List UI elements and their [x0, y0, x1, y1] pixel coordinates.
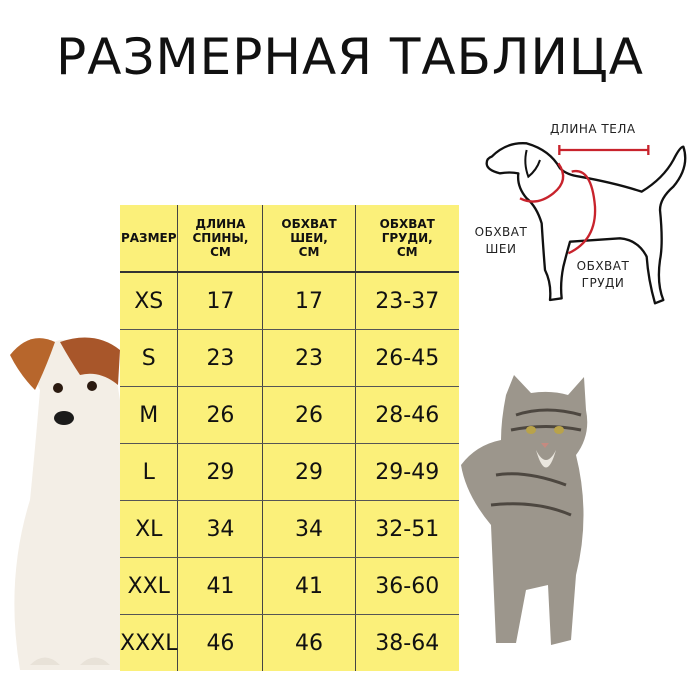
chest-girth-cell: 32-51 [354, 500, 459, 558]
header-neck-girth: ОБХВАТ ШЕИ, СМ [262, 205, 356, 273]
back-length-cell: 34 [177, 500, 263, 558]
table-row: XL 34 34 32-51 [120, 500, 459, 558]
header-chest-girth: ОБХВАТ ГРУДИ, СМ [354, 205, 459, 273]
chest-girth-label: ОБХВАТ ГРУДИ [570, 258, 636, 292]
dog-nose [54, 411, 74, 425]
size-cell: L [120, 443, 178, 501]
neck-girth-cell: 17 [262, 272, 356, 330]
size-cell: XL [120, 500, 178, 558]
size-cell: S [120, 329, 178, 387]
back-length-cell: 29 [177, 443, 263, 501]
back-length-cell: 17 [177, 272, 263, 330]
chest-girth-line2: ГРУДИ [581, 276, 625, 290]
neck-girth-marker [519, 162, 565, 203]
neck-girth-line2: ШЕИ [485, 242, 517, 256]
size-table: РАЗМЕР ДЛИНА СПИНЫ, СМ ОБХВАТ ШЕИ, СМ ОБ… [120, 205, 459, 671]
chest-girth-cell: 28-46 [354, 386, 459, 444]
neck-girth-cell: 46 [262, 614, 356, 671]
header-back-length: ДЛИНА СПИНЫ, СМ [177, 205, 263, 273]
cat-photo [461, 375, 588, 645]
table-header-row: РАЗМЕР ДЛИНА СПИНЫ, СМ ОБХВАТ ШЕИ, СМ ОБ… [120, 205, 459, 273]
size-cell: XXXL [120, 630, 178, 656]
body-length-label: ДЛИНА ТЕЛА [550, 122, 636, 136]
dog-outline [485, 142, 687, 305]
neck-girth-line1: ОБХВАТ [474, 225, 528, 239]
table-row: M 26 26 28-46 [120, 386, 459, 444]
neck-girth-cell: 23 [262, 329, 356, 387]
size-cell: M [120, 386, 178, 444]
page-title: РАЗМЕРНАЯ ТАБЛИЦА [56, 28, 644, 86]
back-length-cell: 41 [177, 557, 263, 615]
table-row: L 29 29 29-49 [120, 443, 459, 501]
chest-girth-cell: 29-49 [354, 443, 459, 501]
chest-girth-cell: 38-64 [354, 614, 459, 671]
back-length-cell: 26 [177, 386, 263, 444]
header-size: РАЗМЕР [120, 205, 178, 273]
neck-girth-cell: 41 [262, 557, 356, 615]
table-row: S 23 23 26-45 [120, 329, 459, 387]
back-length-cell: 23 [177, 329, 263, 387]
back-length-cell: 46 [177, 614, 263, 671]
chest-girth-cell: 23-37 [354, 272, 459, 330]
size-cell: XS [120, 272, 178, 330]
chest-girth-cell: 26-45 [354, 329, 459, 387]
chest-girth-line1: ОБХВАТ [576, 259, 630, 273]
chest-girth-cell: 36-60 [354, 557, 459, 615]
body-length-marker [558, 145, 650, 155]
neck-girth-cell: 29 [262, 443, 356, 501]
dog-eye [53, 383, 63, 393]
table-row: XS 17 17 23-37 [120, 272, 459, 330]
neck-girth-label: ОБХВАТ ШЕИ [466, 224, 536, 258]
neck-girth-cell: 26 [262, 386, 356, 444]
dog-measurement-diagram [485, 142, 687, 305]
size-cell: XXL [120, 557, 178, 615]
neck-girth-cell: 34 [262, 500, 356, 558]
table-row: XXXL 46 46 38-64 [120, 614, 459, 671]
table-row: XXL 41 41 36-60 [120, 557, 459, 615]
chest-girth-marker [567, 169, 597, 255]
dog-photo [10, 337, 121, 670]
